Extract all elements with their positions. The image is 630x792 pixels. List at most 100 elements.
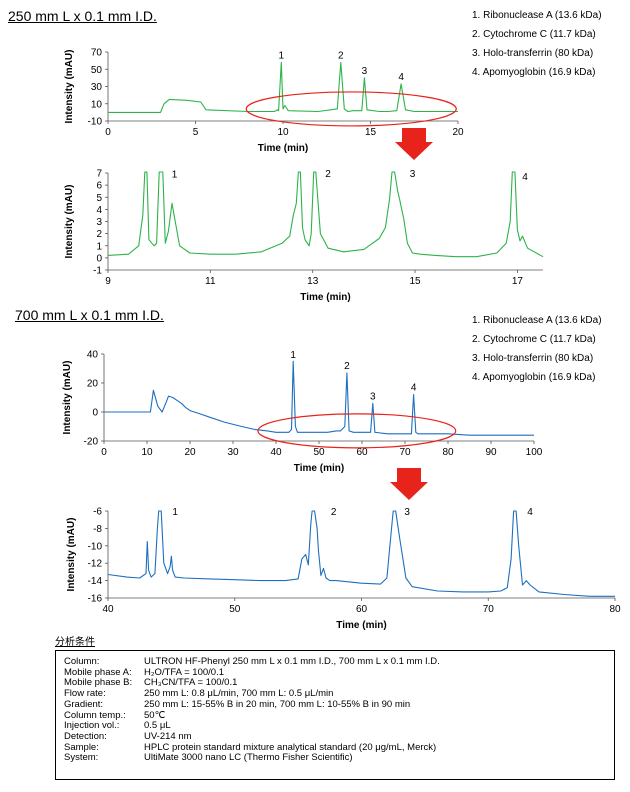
y-tick-label: 0 bbox=[92, 408, 98, 419]
y-tick-label: -6 bbox=[93, 507, 102, 518]
condition-value: H₂O/TFA = 100/0.1 bbox=[144, 666, 224, 678]
condition-label: Mobile phase A: bbox=[64, 666, 132, 678]
condition-label: Flow rate: bbox=[64, 688, 106, 700]
condition-value: HPLC protein standard mixture analytical… bbox=[144, 741, 437, 753]
x-axis-title: Time (min) bbox=[258, 143, 308, 154]
y-tick-label: -10 bbox=[88, 117, 103, 128]
peak-label: 3 bbox=[404, 507, 410, 518]
condition-row: Injection vol.: 0.5 μL bbox=[64, 721, 606, 732]
condition-row: Gradient: 250 mm L: 15-55% B in 20 min, 7… bbox=[64, 698, 606, 711]
x-tick-label: 60 bbox=[356, 604, 368, 615]
y-tick-label: -14 bbox=[88, 576, 103, 587]
x-tick-label: 90 bbox=[485, 447, 497, 458]
y-axis-title: Intensity (mAU) bbox=[62, 361, 73, 435]
legend-item: 4. Apomyoglobin (16.9 kDa) bbox=[472, 372, 596, 383]
peak-label: 1 bbox=[172, 507, 178, 518]
highlight-ellipse bbox=[257, 413, 457, 449]
zoom-arrow-icon bbox=[390, 468, 428, 500]
y-tick-label: 70 bbox=[91, 48, 103, 59]
legend-item: 1. Ribonuclease A (13.6 kDa) bbox=[472, 315, 602, 326]
chromatogram-trace bbox=[107, 171, 544, 258]
y-tick-label: 30 bbox=[91, 82, 103, 93]
legend-item: 3. Holo-transferrin (80 kDa) bbox=[472, 353, 594, 364]
conditions-box: Column: ULTRON HF-Phenyl 250 mm L x 0.1 m… bbox=[55, 650, 615, 780]
condition-label: Mobile phase B: bbox=[64, 677, 133, 689]
peak-label: 2 bbox=[344, 361, 350, 372]
peak-label: 4 bbox=[522, 172, 528, 183]
condition-value: ULTRON HF-Phenyl 250 mm L x 0.1 mm I.D.,… bbox=[144, 656, 440, 667]
y-tick-label: 50 bbox=[91, 65, 103, 76]
x-axis-title: Time (min) bbox=[294, 463, 344, 474]
condition-row: Column temp.: 50℃ bbox=[64, 709, 606, 722]
condition-value: 0.5 μL bbox=[144, 720, 171, 732]
legend-700mm: 1. Ribonuclease A (13.6 kDa) 2. Cytochro… bbox=[472, 311, 602, 387]
x-tick-label: 30 bbox=[227, 447, 239, 458]
x-tick-label: 100 bbox=[526, 447, 543, 458]
condition-value: 250 mm L: 15-55% B in 20 min, 700 mm L: … bbox=[144, 698, 411, 710]
x-tick-label: 50 bbox=[313, 447, 325, 458]
legend-item: 2. Cytochrome C (11.7 kDa) bbox=[472, 29, 596, 40]
peak-label: 3 bbox=[362, 66, 368, 77]
condition-label: Column temp.: bbox=[64, 709, 126, 721]
chromatogram-trace bbox=[108, 61, 458, 113]
x-tick-label: 70 bbox=[483, 604, 495, 615]
y-axis-title: Intensity (mAU) bbox=[66, 518, 77, 592]
x-tick-label: 0 bbox=[105, 127, 111, 138]
y-tick-label: 0 bbox=[96, 253, 102, 264]
condition-row: Mobile phase A: H₂O/TFA = 100/0.1 bbox=[64, 666, 606, 679]
y-axis-title: Intensity (mAU) bbox=[64, 185, 75, 259]
highlight-ellipse bbox=[245, 91, 457, 127]
y-tick-label: 1 bbox=[96, 241, 102, 252]
y-tick-label: 2 bbox=[96, 229, 102, 240]
x-tick-label: 9 bbox=[105, 276, 111, 287]
x-tick-label: 13 bbox=[307, 276, 319, 287]
zoom-arrow-icon bbox=[395, 128, 433, 160]
x-tick-label: 17 bbox=[512, 276, 524, 287]
chromatogram-trace bbox=[107, 510, 615, 597]
conditions-title: 分析条件 bbox=[55, 637, 95, 648]
y-tick-label: 6 bbox=[96, 181, 102, 192]
x-tick-label: 15 bbox=[409, 276, 421, 287]
y-tick-label: 10 bbox=[91, 99, 103, 110]
condition-value: UltiMate 3000 nano LC (Thermo Fisher Sci… bbox=[144, 752, 353, 764]
peak-label: 1 bbox=[172, 169, 178, 180]
condition-label: Detection: bbox=[64, 730, 107, 742]
x-tick-label: 10 bbox=[277, 127, 289, 138]
y-tick-label: 4 bbox=[96, 205, 102, 216]
x-tick-label: 20 bbox=[452, 127, 464, 138]
condition-value: UV-214 nm bbox=[144, 730, 192, 742]
y-tick-label: -20 bbox=[84, 437, 99, 448]
condition-label: Column: bbox=[64, 656, 100, 667]
condition-label: Sample: bbox=[64, 741, 99, 753]
legend-item: 1. Ribonuclease A (13.6 kDa) bbox=[472, 10, 602, 21]
x-tick-label: 70 bbox=[399, 447, 411, 458]
x-tick-label: 80 bbox=[609, 604, 621, 615]
y-tick-label: -1 bbox=[93, 266, 102, 277]
condition-value: 250 mm L: 0.8 μL/min, 700 mm L: 0.5 μL/m… bbox=[144, 688, 334, 700]
x-axis-title: Time (min) bbox=[336, 620, 386, 631]
chromatogram-trace bbox=[104, 360, 534, 436]
legend-item: 3. Holo-transferrin (80 kDa) bbox=[472, 48, 594, 59]
condition-label: Gradient: bbox=[64, 698, 104, 710]
y-tick-label: -8 bbox=[93, 524, 102, 535]
x-tick-label: 15 bbox=[365, 127, 377, 138]
peak-label: 3 bbox=[370, 391, 376, 402]
peak-label: 3 bbox=[410, 169, 416, 180]
x-tick-label: 0 bbox=[101, 447, 107, 458]
peak-label: 1 bbox=[278, 50, 284, 61]
condition-row: Column: ULTRON HF-Phenyl 250 mm L x 0.1 m… bbox=[64, 656, 606, 668]
x-tick-label: 40 bbox=[270, 447, 282, 458]
peak-label: 2 bbox=[325, 169, 331, 180]
condition-label: System: bbox=[64, 752, 99, 764]
x-tick-label: 5 bbox=[193, 127, 199, 138]
peak-label: 2 bbox=[331, 507, 337, 518]
x-tick-label: 20 bbox=[184, 447, 196, 458]
legend-item: 2. Cytochrome C (11.7 kDa) bbox=[472, 334, 596, 345]
section-title-700mm: 700 mm L x 0.1 mm I.D. bbox=[15, 307, 164, 323]
y-tick-label: 5 bbox=[96, 193, 102, 204]
legend-item: 4. Apomyoglobin (16.9 kDa) bbox=[472, 67, 596, 78]
condition-row: System: UltiMate 3000 nano LC (Thermo Fis… bbox=[64, 753, 606, 764]
y-axis-title: Intensity (mAU) bbox=[64, 50, 75, 124]
y-tick-label: -16 bbox=[88, 594, 103, 605]
y-tick-label: 40 bbox=[87, 350, 99, 361]
